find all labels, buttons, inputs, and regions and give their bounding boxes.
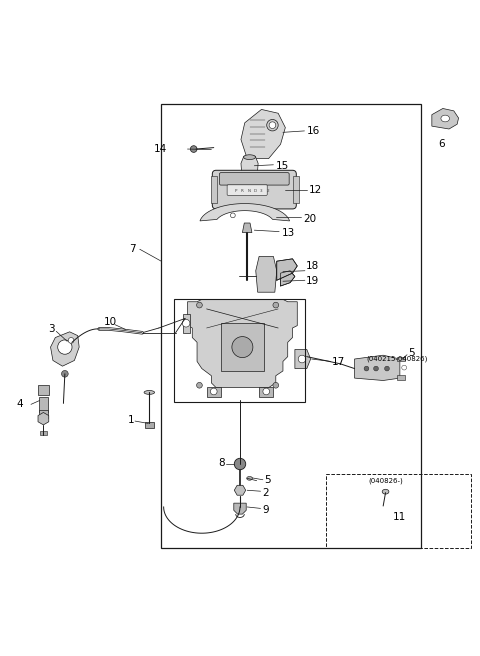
Bar <box>259 386 274 397</box>
Bar <box>326 474 471 548</box>
Circle shape <box>232 337 253 358</box>
Circle shape <box>273 302 279 308</box>
Circle shape <box>191 146 197 152</box>
Text: 18: 18 <box>306 261 319 271</box>
Text: 2: 2 <box>266 188 269 193</box>
Circle shape <box>269 122 276 129</box>
Polygon shape <box>234 503 246 514</box>
Polygon shape <box>242 223 252 233</box>
Circle shape <box>230 213 235 218</box>
Circle shape <box>273 382 279 388</box>
Polygon shape <box>277 259 297 280</box>
Bar <box>183 314 190 333</box>
Circle shape <box>61 371 68 377</box>
Text: P: P <box>235 188 238 193</box>
Ellipse shape <box>144 390 155 394</box>
Ellipse shape <box>247 476 252 480</box>
Circle shape <box>182 319 190 327</box>
Circle shape <box>234 459 246 470</box>
FancyBboxPatch shape <box>219 173 289 185</box>
Bar <box>397 375 405 380</box>
Text: 3: 3 <box>48 324 55 334</box>
Circle shape <box>402 365 407 370</box>
Bar <box>293 176 299 203</box>
Bar <box>397 357 405 361</box>
Bar <box>37 385 49 395</box>
Text: 10: 10 <box>104 318 117 327</box>
Text: 8: 8 <box>218 458 225 468</box>
Text: D: D <box>253 188 257 193</box>
Bar <box>38 409 48 418</box>
Text: 14: 14 <box>154 144 167 154</box>
Text: 15: 15 <box>276 161 289 171</box>
Text: 3: 3 <box>260 188 263 193</box>
Circle shape <box>197 302 202 308</box>
Circle shape <box>373 366 378 371</box>
FancyBboxPatch shape <box>212 171 296 209</box>
Polygon shape <box>241 156 258 182</box>
Ellipse shape <box>441 115 449 122</box>
Circle shape <box>263 388 270 395</box>
Text: 17: 17 <box>332 358 345 367</box>
Text: 16: 16 <box>307 126 320 136</box>
Text: 20: 20 <box>303 215 317 224</box>
Text: 5: 5 <box>264 475 271 485</box>
Polygon shape <box>200 203 289 221</box>
Circle shape <box>267 119 278 131</box>
Text: 4: 4 <box>17 400 24 409</box>
Polygon shape <box>432 108 458 129</box>
Circle shape <box>384 366 389 371</box>
Bar <box>221 323 264 371</box>
Polygon shape <box>355 355 400 380</box>
Text: 5: 5 <box>408 348 415 358</box>
Circle shape <box>298 355 306 363</box>
Text: (040826-): (040826-) <box>368 478 403 484</box>
Text: 9: 9 <box>262 505 269 516</box>
Circle shape <box>197 382 202 388</box>
Polygon shape <box>281 271 295 286</box>
Text: 7: 7 <box>129 244 136 255</box>
Bar <box>211 176 217 203</box>
Polygon shape <box>241 110 285 159</box>
Circle shape <box>210 388 217 395</box>
Text: 6: 6 <box>439 140 445 150</box>
Polygon shape <box>50 332 79 366</box>
Circle shape <box>274 269 282 277</box>
Circle shape <box>364 366 369 371</box>
Circle shape <box>58 340 72 354</box>
Text: 1: 1 <box>127 415 134 424</box>
Ellipse shape <box>243 155 255 159</box>
Polygon shape <box>295 350 311 369</box>
Text: 19: 19 <box>306 276 319 286</box>
Bar <box>161 104 421 548</box>
Ellipse shape <box>242 180 257 184</box>
FancyBboxPatch shape <box>227 185 267 195</box>
Bar <box>206 386 221 397</box>
Text: 11: 11 <box>393 512 406 522</box>
Text: R: R <box>241 188 244 193</box>
Text: 13: 13 <box>281 228 295 237</box>
Text: N: N <box>247 188 250 193</box>
Polygon shape <box>188 299 297 388</box>
Bar <box>39 397 48 411</box>
Bar <box>174 299 305 402</box>
Bar <box>144 422 154 428</box>
Circle shape <box>68 338 74 343</box>
Ellipse shape <box>382 489 389 494</box>
Text: 2: 2 <box>262 487 269 498</box>
Polygon shape <box>256 256 277 292</box>
Bar <box>39 430 47 436</box>
Text: (040215-040826): (040215-040826) <box>367 356 428 362</box>
Text: 12: 12 <box>309 184 323 195</box>
